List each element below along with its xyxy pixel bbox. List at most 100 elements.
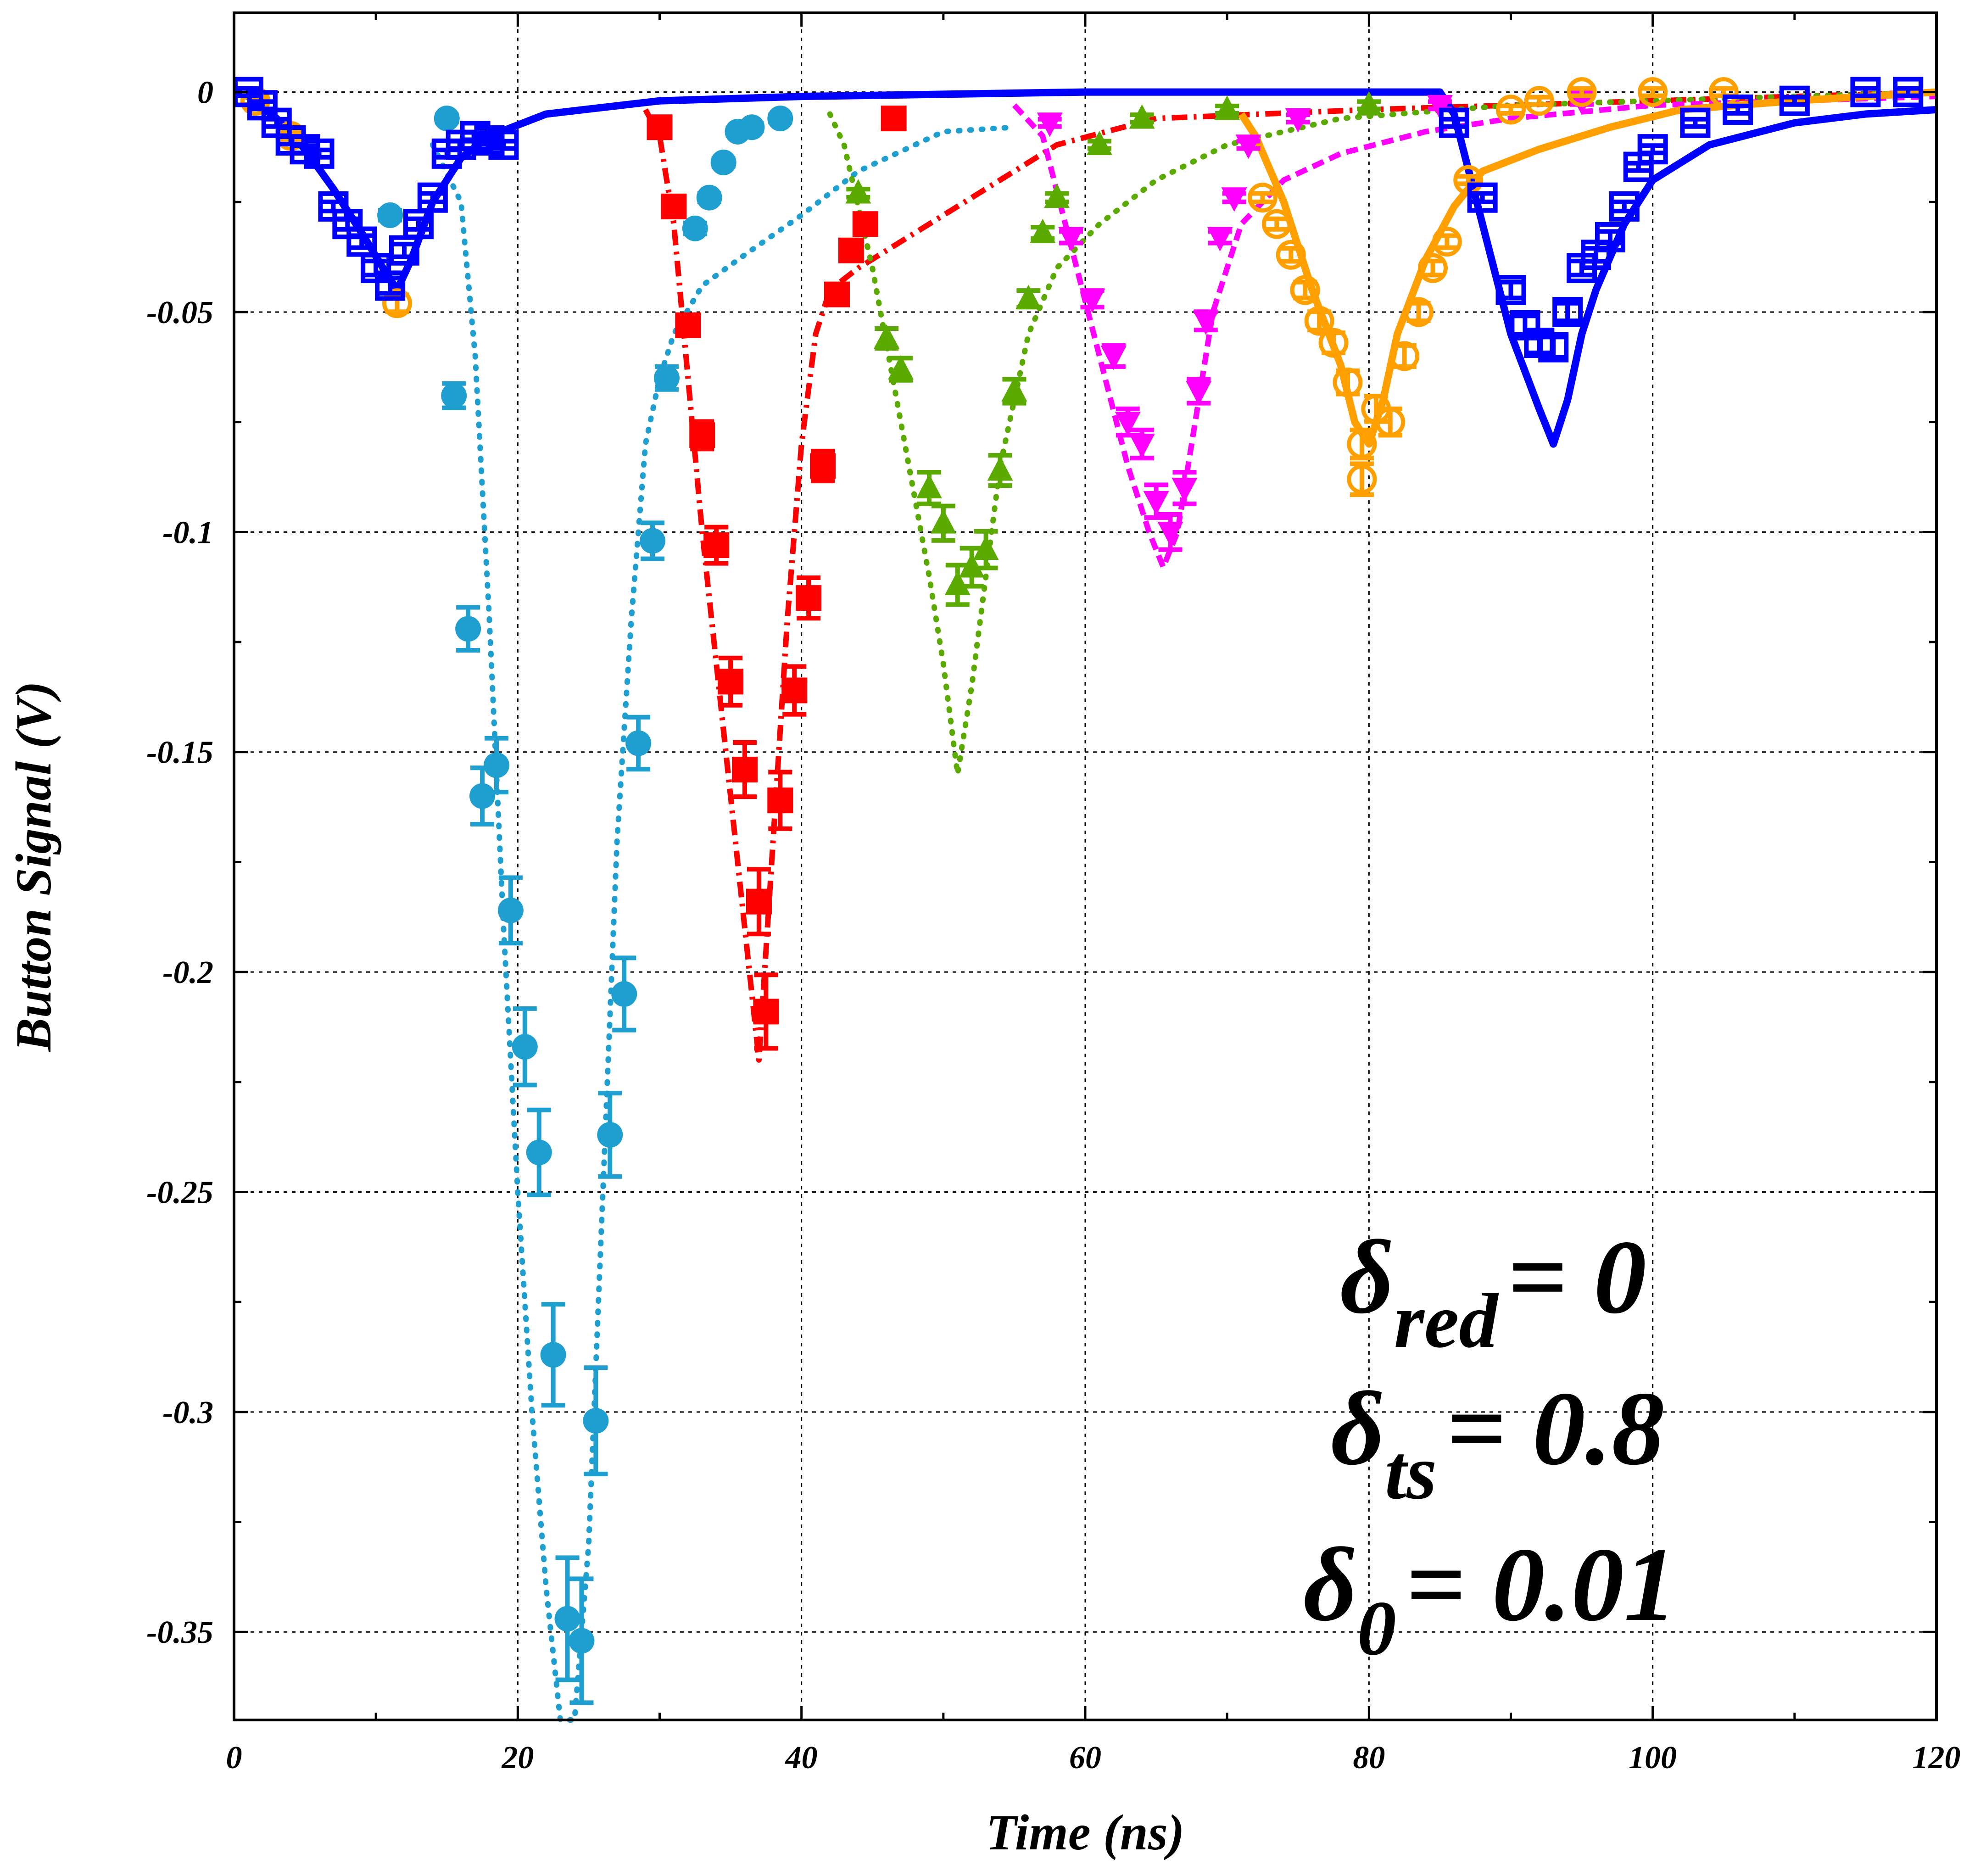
data-point xyxy=(455,616,481,642)
data-point xyxy=(930,509,956,534)
data-point xyxy=(583,1408,609,1434)
data-point xyxy=(1356,91,1382,116)
data-point xyxy=(753,999,779,1025)
data-point xyxy=(304,138,335,169)
data-point xyxy=(1347,464,1377,494)
data-point xyxy=(497,897,524,923)
y-axis-title: Button Signal (V) xyxy=(6,681,61,1053)
data-point xyxy=(1347,429,1377,459)
data-point xyxy=(689,422,715,448)
data-point xyxy=(540,1342,566,1368)
x-tick-label: 40 xyxy=(785,1740,818,1776)
data-point xyxy=(441,383,467,409)
data-point xyxy=(1538,332,1569,363)
data-point xyxy=(1609,191,1640,222)
simulation-curve-2 xyxy=(643,89,1937,1063)
data-point xyxy=(1495,275,1526,306)
measured-points xyxy=(233,77,1924,1705)
data-point xyxy=(483,752,509,778)
error-bar xyxy=(1279,246,1303,264)
error-bar xyxy=(1570,86,1594,98)
data-point xyxy=(1304,306,1334,336)
error-bar xyxy=(1853,86,1878,98)
data-point xyxy=(739,114,765,140)
error-bar xyxy=(1556,301,1580,324)
y-tick-label: -0.35 xyxy=(146,1615,213,1650)
data-point xyxy=(675,312,701,338)
data-point xyxy=(1079,288,1105,313)
error-bar xyxy=(1527,95,1551,107)
data-point xyxy=(661,193,687,219)
data-point xyxy=(987,456,1013,481)
grid-lines xyxy=(234,13,1936,1720)
data-point xyxy=(597,1122,623,1148)
data-point xyxy=(1214,95,1240,120)
error-bar xyxy=(1782,95,1807,107)
annotation-delta-0: δ0= 0.01 xyxy=(1303,1526,1677,1671)
data-point xyxy=(554,1606,580,1632)
data-point xyxy=(526,1139,552,1166)
error-bar xyxy=(1350,461,1374,497)
data-point xyxy=(1015,285,1042,309)
x-tick-label: 100 xyxy=(1629,1740,1677,1776)
data-point xyxy=(1552,296,1583,327)
data-point xyxy=(1595,222,1625,252)
data-point xyxy=(640,528,666,554)
data-point xyxy=(1261,209,1292,239)
y-tick-label: -0.1 xyxy=(162,515,213,550)
data-point xyxy=(1058,227,1084,251)
data-point xyxy=(1432,227,1462,257)
data-point xyxy=(1439,107,1469,138)
data-point xyxy=(653,365,680,391)
data-point xyxy=(1143,491,1169,516)
data-point xyxy=(434,106,460,132)
data-point xyxy=(469,783,496,809)
error-bar xyxy=(1726,103,1750,116)
error-bar xyxy=(1250,191,1275,204)
data-point xyxy=(1157,521,1183,547)
data-point xyxy=(1129,104,1155,129)
data-point xyxy=(1850,77,1881,107)
error-bar xyxy=(420,191,445,204)
data-point xyxy=(838,237,864,263)
data-point xyxy=(1333,367,1363,397)
error-bar xyxy=(307,147,331,160)
data-point xyxy=(944,570,971,595)
data-point xyxy=(888,355,914,380)
data-point xyxy=(512,1034,538,1060)
error-bar xyxy=(1435,233,1459,250)
error-bar xyxy=(1265,216,1289,232)
error-bar xyxy=(392,241,416,259)
data-point xyxy=(682,215,708,241)
data-point xyxy=(718,669,744,695)
error-bar xyxy=(1421,258,1445,278)
error-bar xyxy=(378,275,402,296)
data-point xyxy=(625,730,652,756)
data-point xyxy=(569,1628,595,1654)
error-bar xyxy=(1598,229,1622,246)
data-point xyxy=(1100,346,1127,370)
data-point xyxy=(874,324,900,349)
data-point xyxy=(377,202,403,229)
data-point xyxy=(647,114,673,140)
data-point xyxy=(1637,134,1668,165)
data-point xyxy=(1193,310,1219,335)
data-point xyxy=(1638,77,1668,107)
data-point xyxy=(767,106,793,132)
data-point xyxy=(1235,134,1261,159)
y-tick-label: -0.2 xyxy=(162,955,213,990)
y-tick-label: -0.25 xyxy=(146,1175,213,1210)
data-point xyxy=(1524,86,1554,116)
data-point xyxy=(781,677,808,704)
error-bar xyxy=(1442,117,1466,129)
error-bar xyxy=(1683,117,1707,129)
error-bar xyxy=(1640,143,1665,156)
data-point xyxy=(852,211,878,237)
data-point xyxy=(1680,107,1711,138)
error-bar xyxy=(491,139,516,151)
data-point xyxy=(611,981,637,1007)
data-point xyxy=(703,532,730,558)
y-tick-label: 0 xyxy=(197,75,213,111)
error-bar xyxy=(1896,86,1920,98)
data-point xyxy=(1186,381,1212,406)
